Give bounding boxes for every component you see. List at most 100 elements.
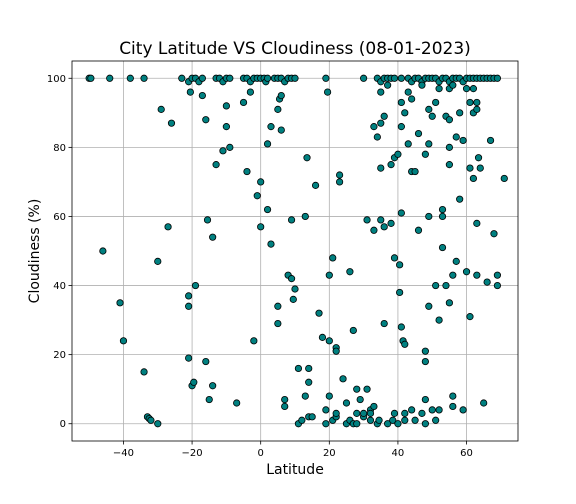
data-point bbox=[246, 88, 254, 96]
x-axis-label: Latitude bbox=[266, 462, 324, 478]
data-point bbox=[185, 302, 193, 310]
data-point bbox=[154, 257, 162, 265]
data-point bbox=[445, 299, 453, 307]
y-tick-label: 60 bbox=[53, 212, 66, 223]
data-point bbox=[390, 254, 399, 262]
data-point bbox=[106, 74, 114, 82]
data-points bbox=[85, 74, 508, 428]
y-axis-label: Cloudiness (%) bbox=[27, 199, 43, 304]
data-point bbox=[474, 154, 483, 162]
data-point bbox=[377, 88, 385, 96]
data-point bbox=[445, 161, 453, 169]
data-point bbox=[186, 88, 194, 96]
data-point bbox=[397, 74, 405, 82]
data-point bbox=[401, 416, 409, 424]
data-point bbox=[360, 74, 368, 82]
data-point bbox=[322, 420, 330, 428]
data-point bbox=[421, 395, 429, 404]
data-point bbox=[466, 98, 474, 107]
data-point bbox=[222, 102, 230, 110]
data-point bbox=[346, 268, 354, 276]
data-point bbox=[305, 364, 313, 373]
data-point bbox=[435, 406, 443, 414]
data-point bbox=[363, 216, 371, 224]
data-point bbox=[274, 302, 282, 310]
data-point bbox=[452, 133, 460, 141]
data-point bbox=[418, 409, 426, 417]
data-point bbox=[397, 323, 405, 331]
data-point bbox=[432, 98, 440, 107]
data-point bbox=[353, 420, 361, 428]
data-point bbox=[315, 309, 323, 317]
data-point bbox=[198, 74, 206, 82]
data-point bbox=[323, 88, 332, 96]
data-point bbox=[493, 281, 502, 290]
data-point bbox=[394, 150, 402, 158]
data-point bbox=[243, 167, 251, 176]
data-point bbox=[390, 74, 399, 82]
data-point bbox=[116, 299, 124, 307]
x-tick-label: 0 bbox=[258, 448, 264, 459]
data-point bbox=[126, 74, 134, 82]
data-point bbox=[462, 85, 471, 93]
data-point bbox=[198, 91, 206, 100]
data-point bbox=[263, 205, 272, 214]
data-point bbox=[99, 247, 107, 255]
data-point bbox=[438, 212, 447, 221]
data-point bbox=[373, 133, 381, 141]
data-point bbox=[476, 164, 484, 172]
data-point bbox=[449, 392, 457, 400]
data-point bbox=[466, 313, 474, 321]
data-point bbox=[438, 205, 447, 214]
data-point bbox=[414, 129, 423, 138]
data-point bbox=[452, 257, 460, 265]
data-point bbox=[87, 74, 95, 82]
data-point bbox=[380, 223, 388, 231]
x-tick-label: −40 bbox=[113, 448, 134, 459]
data-point bbox=[281, 395, 289, 404]
x-tick-label: 20 bbox=[323, 448, 336, 459]
data-point bbox=[469, 174, 477, 183]
data-point bbox=[298, 416, 306, 424]
data-point bbox=[377, 119, 385, 127]
data-point bbox=[397, 98, 405, 107]
data-point bbox=[445, 116, 453, 124]
data-point bbox=[459, 406, 467, 414]
data-point bbox=[394, 420, 402, 428]
data-point bbox=[428, 406, 436, 414]
data-point bbox=[219, 147, 227, 155]
data-point bbox=[421, 420, 429, 428]
data-point bbox=[308, 413, 316, 421]
data-point bbox=[325, 392, 333, 400]
data-point bbox=[387, 161, 395, 169]
data-point bbox=[205, 395, 213, 404]
data-point bbox=[154, 420, 162, 428]
data-point bbox=[396, 261, 404, 269]
data-point bbox=[375, 416, 383, 424]
data-point bbox=[384, 81, 392, 89]
data-point bbox=[414, 226, 423, 234]
data-point bbox=[442, 281, 450, 290]
data-point bbox=[370, 123, 378, 131]
data-point bbox=[425, 140, 433, 148]
data-point bbox=[253, 192, 261, 200]
data-point bbox=[466, 164, 474, 172]
data-point bbox=[462, 268, 471, 276]
data-point bbox=[408, 406, 416, 414]
chart-title: City Latitude VS Cloudiness (08-01-2023) bbox=[119, 39, 471, 59]
y-tick-label: 20 bbox=[53, 350, 66, 361]
data-point bbox=[456, 195, 464, 203]
data-point bbox=[432, 281, 440, 290]
data-point bbox=[140, 74, 148, 82]
plot-frame bbox=[71, 60, 519, 442]
data-point bbox=[291, 74, 299, 82]
data-point bbox=[185, 354, 193, 362]
data-point bbox=[438, 243, 447, 252]
data-point bbox=[140, 368, 148, 376]
data-point bbox=[250, 337, 258, 345]
data-point bbox=[363, 385, 371, 393]
data-point bbox=[157, 105, 165, 113]
data-point bbox=[325, 271, 333, 279]
data-point bbox=[449, 402, 457, 411]
data-point bbox=[322, 74, 330, 82]
